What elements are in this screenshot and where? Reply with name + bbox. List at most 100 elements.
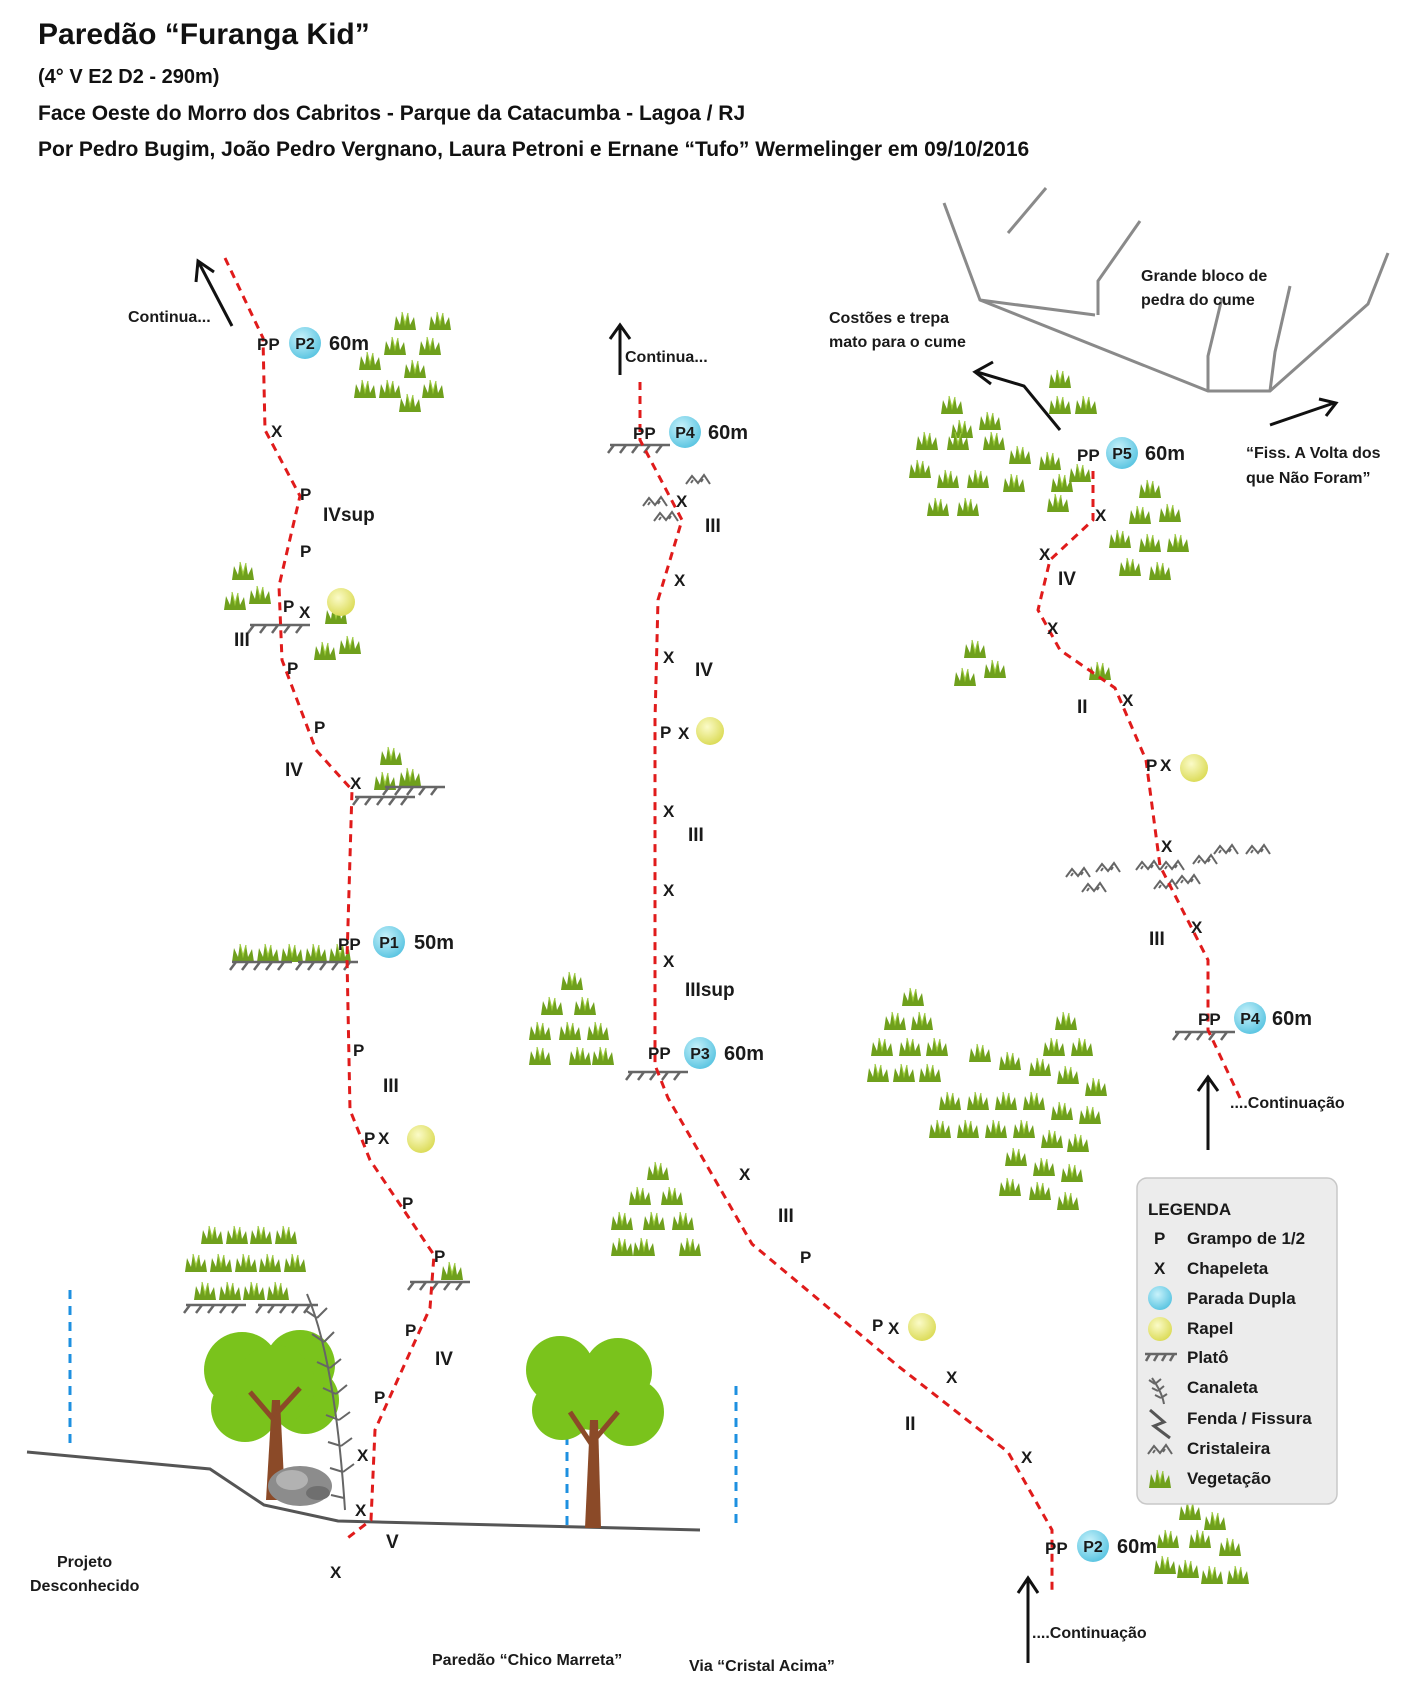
grade-labels: IVsup III IV III IV V III IV III IIIsup … [234,505,1165,1553]
chapeleta-mark: X [1095,506,1107,525]
grade-label: IV [695,660,713,681]
chapeleta-mark: X [1122,691,1134,710]
belay-icons [289,327,1266,1562]
continua-middle-label: Continua... [625,349,708,366]
chapeleta-mark: X [1021,1448,1033,1467]
chapeleta-mark: X [676,492,688,511]
grampo-mark: P [364,1129,375,1148]
tree-left [204,1330,339,1500]
pp-label: PP [633,424,656,443]
route-title: Paredão “Furanga Kid” [38,18,370,51]
canaleta-icon [1148,1377,1168,1405]
arrow-costoes [972,360,1062,431]
legend-title: LEGENDA [1148,1200,1231,1219]
p4-middle-dist: 60m [708,422,748,444]
costoes-label-1: Costões e trepa [829,310,949,327]
plateaus [182,443,1237,1315]
grade-label: IV [285,760,303,781]
grampo-mark: P [353,1041,364,1060]
grampo-mark: P [287,659,298,678]
chapeleta-mark: X [1191,918,1203,937]
p2-bottom-name: P2 [1083,1539,1103,1556]
p1-name: P1 [379,935,399,952]
fissura-label-1: “Fiss. A Volta dos [1246,445,1381,462]
legend-parada-label: Parada Dupla [1187,1289,1296,1308]
costoes-label-2: mato para o cume [829,334,966,351]
grampo-mark: P [314,718,325,737]
grade-label: II [1077,697,1088,718]
grade-label: III [705,516,721,537]
chapeleta-mark: X [663,648,675,667]
bloco-label-1: Grande bloco de [1141,268,1267,285]
chapeleta-mark: X [378,1129,390,1148]
projeto-label-1: Projeto [57,1554,112,1571]
grade-label: III [688,825,704,846]
grampo-mark: P [434,1247,445,1266]
grade-label: III [234,630,250,651]
chapeleta-mark: X [357,1446,369,1465]
rapel-icon [1148,1317,1172,1341]
chico-marreta-label: Paredão “Chico Marreta” [432,1652,622,1669]
rapel-icons [327,588,1208,1341]
p4-right-dist: 60m [1272,1008,1312,1030]
tree-middle [526,1336,664,1528]
arrow-continua-middle [608,322,632,375]
grampo-mark: P [283,597,294,616]
route-grade: (4° V E2 D2 - 290m) [38,66,220,88]
chapeleta-mark: X [663,952,675,971]
parada-dupla-icon [1148,1286,1172,1310]
chapeleta-mark: X [1039,545,1051,564]
summit-rock [942,187,1390,393]
grampo-mark: P [1146,756,1157,775]
chapeleta-mark: X [663,802,675,821]
arrow-fissura [1269,397,1339,427]
grade-label: IV [435,1349,453,1370]
legend-plato-label: Platô [1187,1348,1229,1367]
fenda-icon [1149,1408,1171,1440]
arrow-continuacao-right [1196,1074,1220,1150]
chapeleta-mark: X [678,724,690,743]
pp-label: PP [1077,446,1100,465]
ground-line [26,1450,701,1532]
legend-fenda-label: Fenda / Fissura [1187,1409,1312,1428]
route-line-column-right [1036,471,1242,1099]
chapeleta-mark: X [946,1368,958,1387]
pp-label: PP [1045,1539,1068,1558]
continuacao-bottom-label: ....Continuação [1032,1625,1147,1642]
p1-dist: 50m [414,932,454,954]
legend-cristaleira-label: Cristaleira [1187,1439,1271,1458]
pp-label: PP [338,935,361,954]
pp-label: PP [1198,1010,1221,1029]
grade-label: II [905,1414,916,1435]
chapeleta-marks: X X X X X X X X X X X X X X X X X X X X … [271,422,1203,1582]
pp-label: PP [257,335,280,354]
p4-middle-name: P4 [675,425,695,442]
grade-label: III [778,1206,794,1227]
legend-canaleta-label: Canaleta [1187,1378,1258,1397]
legend-grampo-label: Grampo de 1/2 [1187,1229,1305,1248]
p2-left-name: P2 [295,336,315,353]
plato-icon [1144,1352,1177,1362]
route-location: Face Oeste do Morro dos Cabritos - Parqu… [38,102,746,125]
grade-label: IVsup [323,505,375,526]
grampo-mark: P [405,1321,416,1340]
p3-dist: 60m [724,1043,764,1065]
grade-label: III [383,1076,399,1097]
legend-chapeleta-label: Chapeleta [1187,1259,1269,1278]
canaleta-feature [304,1293,355,1511]
legend-chapeleta-symbol: X [1154,1259,1166,1278]
grampo-mark: P [660,723,671,742]
chapeleta-mark: X [739,1165,751,1184]
arrow-continua-left [194,258,234,327]
projeto-label-2: Desconhecido [30,1578,140,1595]
chapeleta-mark: X [271,422,283,441]
grade-label: V [386,1532,399,1553]
grampo-mark: P [300,542,311,561]
chapeleta-mark: X [355,1501,367,1520]
p4-right-name: P4 [1240,1011,1260,1028]
grampo-mark: P [800,1248,811,1267]
p2-bottom-dist: 60m [1117,1536,1157,1558]
chapeleta-mark: X [674,571,686,590]
chapeleta-mark: X [1161,837,1173,856]
